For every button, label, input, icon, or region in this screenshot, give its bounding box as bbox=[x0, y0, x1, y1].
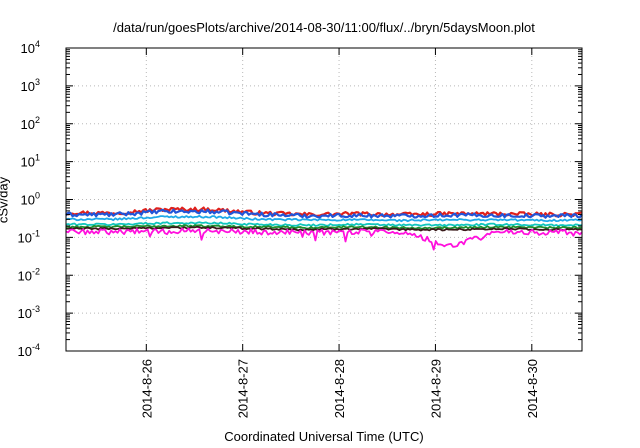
y-tick-base: 10 bbox=[18, 230, 32, 245]
y-tick-label: 10-2 bbox=[18, 266, 40, 283]
grid bbox=[66, 48, 582, 351]
x-tick-label: 2014-8-26 bbox=[139, 359, 154, 418]
axis-ticks bbox=[66, 47, 582, 352]
y-tick-label: 10-3 bbox=[18, 304, 40, 321]
plot-frame bbox=[65, 47, 583, 352]
y-tick-label: 104 bbox=[21, 39, 40, 56]
y-tick-exponent: -3 bbox=[32, 304, 40, 314]
series-line-4 bbox=[65, 221, 583, 227]
x-tick-label: 2014-8-27 bbox=[236, 359, 251, 418]
y-tick-label: 10-4 bbox=[18, 342, 40, 359]
y-tick-base: 10 bbox=[18, 268, 32, 283]
series-layer bbox=[65, 206, 583, 251]
y-tick-label: 102 bbox=[21, 115, 40, 132]
series-line-6 bbox=[65, 225, 583, 232]
y-tick-base: 10 bbox=[21, 155, 35, 170]
series-line-7 bbox=[65, 227, 583, 251]
x-axis-label: Coordinated Universal Time (UTC) bbox=[224, 429, 424, 444]
y-tick-exponent: 2 bbox=[35, 115, 40, 125]
series-line-3 bbox=[65, 214, 583, 223]
y-tick-exponent: 1 bbox=[35, 153, 40, 163]
x-tick-label: 2014-8-28 bbox=[332, 359, 347, 418]
y-axis-label-wrap: cSv/day bbox=[0, 177, 11, 223]
y-tick-label: 103 bbox=[21, 77, 40, 94]
y-tick-exponent: 0 bbox=[35, 191, 40, 201]
y-tick-label: 101 bbox=[21, 153, 40, 170]
series-line-5 bbox=[65, 224, 583, 230]
y-tick-exponent: -4 bbox=[32, 342, 40, 352]
y-tick-exponent: 4 bbox=[35, 39, 40, 49]
y-tick-label: 10-1 bbox=[18, 228, 40, 245]
y-tick-base: 10 bbox=[21, 117, 35, 132]
x-tick-label: 2014-8-30 bbox=[525, 359, 540, 418]
series-line-2 bbox=[65, 208, 583, 219]
y-tick-base: 10 bbox=[21, 193, 35, 208]
y-axis-label: cSv/day bbox=[0, 176, 11, 224]
chart-title: /data/run/goesPlots/archive/2014-08-30/1… bbox=[113, 20, 535, 35]
series-line-1 bbox=[65, 206, 583, 218]
y-tick-label: 100 bbox=[21, 191, 40, 208]
x-tick-label: 2014-8-29 bbox=[428, 359, 443, 418]
y-tick-exponent: -2 bbox=[32, 266, 40, 276]
y-tick-base: 10 bbox=[21, 41, 35, 56]
x-tick-labels: 2014-8-26 2014-8-27 2014-8-28 2014-8-29 2014… bbox=[139, 359, 539, 418]
y-tick-base: 10 bbox=[18, 306, 32, 321]
y-tick-base: 10 bbox=[21, 79, 35, 94]
y-tick-base: 10 bbox=[18, 344, 32, 359]
y-tick-exponent: 3 bbox=[35, 77, 40, 87]
y-tick-exponent: -1 bbox=[32, 228, 40, 238]
